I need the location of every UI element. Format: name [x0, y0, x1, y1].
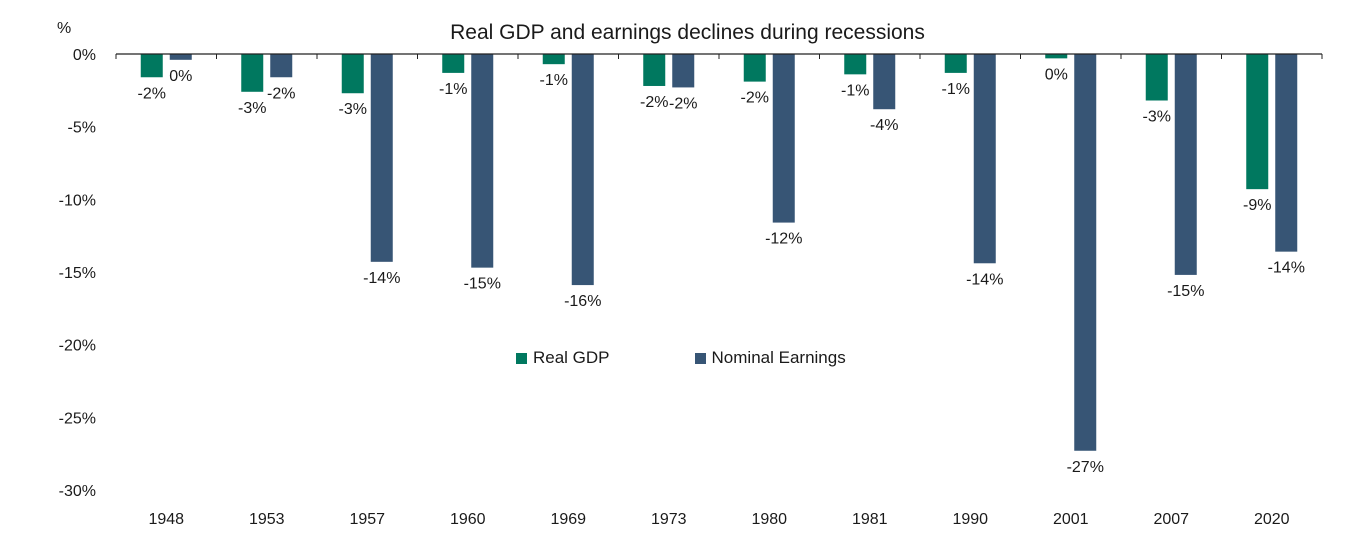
bar-nominal-earnings — [270, 54, 293, 78]
data-label-nominal-earnings: -2% — [669, 95, 697, 112]
data-label-real-gdp: -2% — [741, 90, 769, 107]
bar-real-gdp — [341, 54, 364, 94]
y-axis-unit-label: % — [57, 20, 72, 37]
bar-nominal-earnings — [772, 54, 795, 223]
data-label-real-gdp: -2% — [640, 94, 668, 111]
bar-nominal-earnings — [571, 54, 594, 286]
data-label-nominal-earnings: -15% — [1167, 283, 1204, 300]
y-tick-label: -5% — [68, 120, 96, 137]
x-tick-label: 1948 — [148, 511, 184, 528]
data-label-real-gdp: 0% — [1045, 66, 1068, 83]
data-label-nominal-earnings: -27% — [1067, 459, 1104, 476]
data-label-nominal-earnings: -4% — [870, 117, 898, 134]
data-label-nominal-earnings: -16% — [564, 293, 601, 310]
data-label-real-gdp: -1% — [942, 81, 970, 98]
data-label-real-gdp: -9% — [1243, 197, 1271, 214]
data-label-nominal-earnings: -14% — [363, 270, 400, 287]
data-label-nominal-earnings: -12% — [765, 231, 802, 248]
x-tick-label: 1980 — [751, 511, 787, 528]
y-tick-label: -10% — [59, 192, 96, 209]
x-tick-label: 1973 — [651, 511, 687, 528]
legend-item-nominal-earnings: Nominal Earnings — [694, 348, 846, 368]
x-tick-label: 1953 — [249, 511, 285, 528]
bar-real-gdp — [1246, 54, 1269, 190]
data-label-real-gdp: -3% — [339, 101, 367, 118]
x-tick-label: 1981 — [852, 511, 888, 528]
bar-real-gdp — [1145, 54, 1168, 101]
y-tick-label: -20% — [59, 338, 96, 355]
x-tick-label: 1990 — [952, 511, 988, 528]
x-tick-label: 2001 — [1053, 511, 1089, 528]
legend-item-real-gdp: Real GDP — [516, 348, 610, 368]
bar-nominal-earnings — [1074, 54, 1097, 451]
bar-nominal-earnings — [169, 54, 192, 60]
legend-swatch-nominal-earnings — [694, 352, 706, 364]
chart-title: Real GDP and earnings declines during re… — [450, 21, 925, 44]
data-label-real-gdp: -1% — [841, 82, 869, 99]
bar-real-gdp — [944, 54, 967, 73]
legend: Real GDP Nominal Earnings — [516, 348, 931, 368]
data-label-nominal-earnings: -14% — [966, 271, 1003, 288]
data-label-real-gdp: -2% — [138, 85, 166, 102]
legend-label-nominal-earnings: Nominal Earnings — [711, 348, 846, 367]
data-label-real-gdp: -1% — [540, 72, 568, 89]
x-tick-label: 2007 — [1153, 511, 1189, 528]
bar-real-gdp — [844, 54, 867, 75]
data-label-nominal-earnings: -2% — [267, 85, 295, 102]
y-tick-label: -15% — [59, 265, 96, 282]
bar-real-gdp — [1045, 54, 1068, 59]
bar-real-gdp — [643, 54, 666, 86]
x-tick-label: 1960 — [450, 511, 486, 528]
legend-label-real-gdp: Real GDP — [533, 348, 610, 367]
bar-nominal-earnings — [873, 54, 896, 110]
y-tick-label: -30% — [59, 483, 96, 500]
bar-real-gdp — [241, 54, 264, 92]
bar-nominal-earnings — [973, 54, 996, 264]
x-tick-label: 2020 — [1254, 511, 1290, 528]
bar-real-gdp — [542, 54, 565, 65]
bar-nominal-earnings — [471, 54, 494, 268]
data-label-nominal-earnings: -15% — [464, 276, 501, 293]
bar-nominal-earnings — [1174, 54, 1197, 275]
data-label-nominal-earnings: -14% — [1268, 260, 1305, 277]
bar-nominal-earnings — [1275, 54, 1298, 252]
bar-real-gdp — [743, 54, 766, 82]
bar-real-gdp — [140, 54, 163, 78]
y-tick-label: -25% — [59, 410, 96, 427]
bar-nominal-earnings — [672, 54, 695, 88]
legend-swatch-real-gdp — [516, 352, 527, 364]
data-label-real-gdp: -3% — [238, 100, 266, 117]
bar-real-gdp — [442, 54, 465, 73]
x-tick-label: 1969 — [550, 511, 586, 528]
data-label-nominal-earnings: 0% — [169, 68, 192, 85]
x-tick-label: 1957 — [349, 511, 385, 528]
bar-nominal-earnings — [370, 54, 393, 262]
y-tick-label: 0% — [73, 47, 96, 64]
data-label-real-gdp: -3% — [1143, 109, 1171, 126]
data-label-real-gdp: -1% — [439, 81, 467, 98]
